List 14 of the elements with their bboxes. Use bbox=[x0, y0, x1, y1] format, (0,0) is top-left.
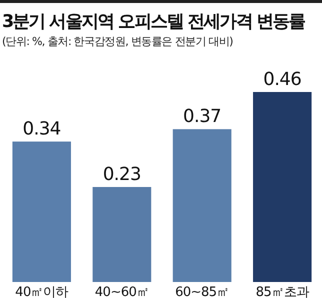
bar bbox=[253, 92, 312, 282]
bar bbox=[12, 142, 71, 282]
bar bbox=[92, 187, 152, 282]
x-tick-label: 40~60㎡ bbox=[94, 285, 149, 298]
data-label: 0.37 bbox=[183, 106, 222, 128]
x-tick-label: 40㎡이하 bbox=[15, 285, 69, 298]
x-tick-label: 60~85㎡ bbox=[175, 285, 230, 298]
data-label: 0.34 bbox=[22, 118, 61, 140]
chart-title: 3분기 서울지역 오피스텔 전세가격 변동률 bbox=[2, 12, 306, 32]
chart-subtitle: (단위: %, 출처: 한국감정원, 변동률은 전분기 대비) bbox=[2, 35, 234, 48]
data-label: 0.46 bbox=[263, 69, 302, 90]
bar bbox=[172, 129, 232, 282]
data-label: 0.23 bbox=[102, 164, 141, 185]
x-tick-label: 85㎡초과 bbox=[256, 285, 310, 298]
